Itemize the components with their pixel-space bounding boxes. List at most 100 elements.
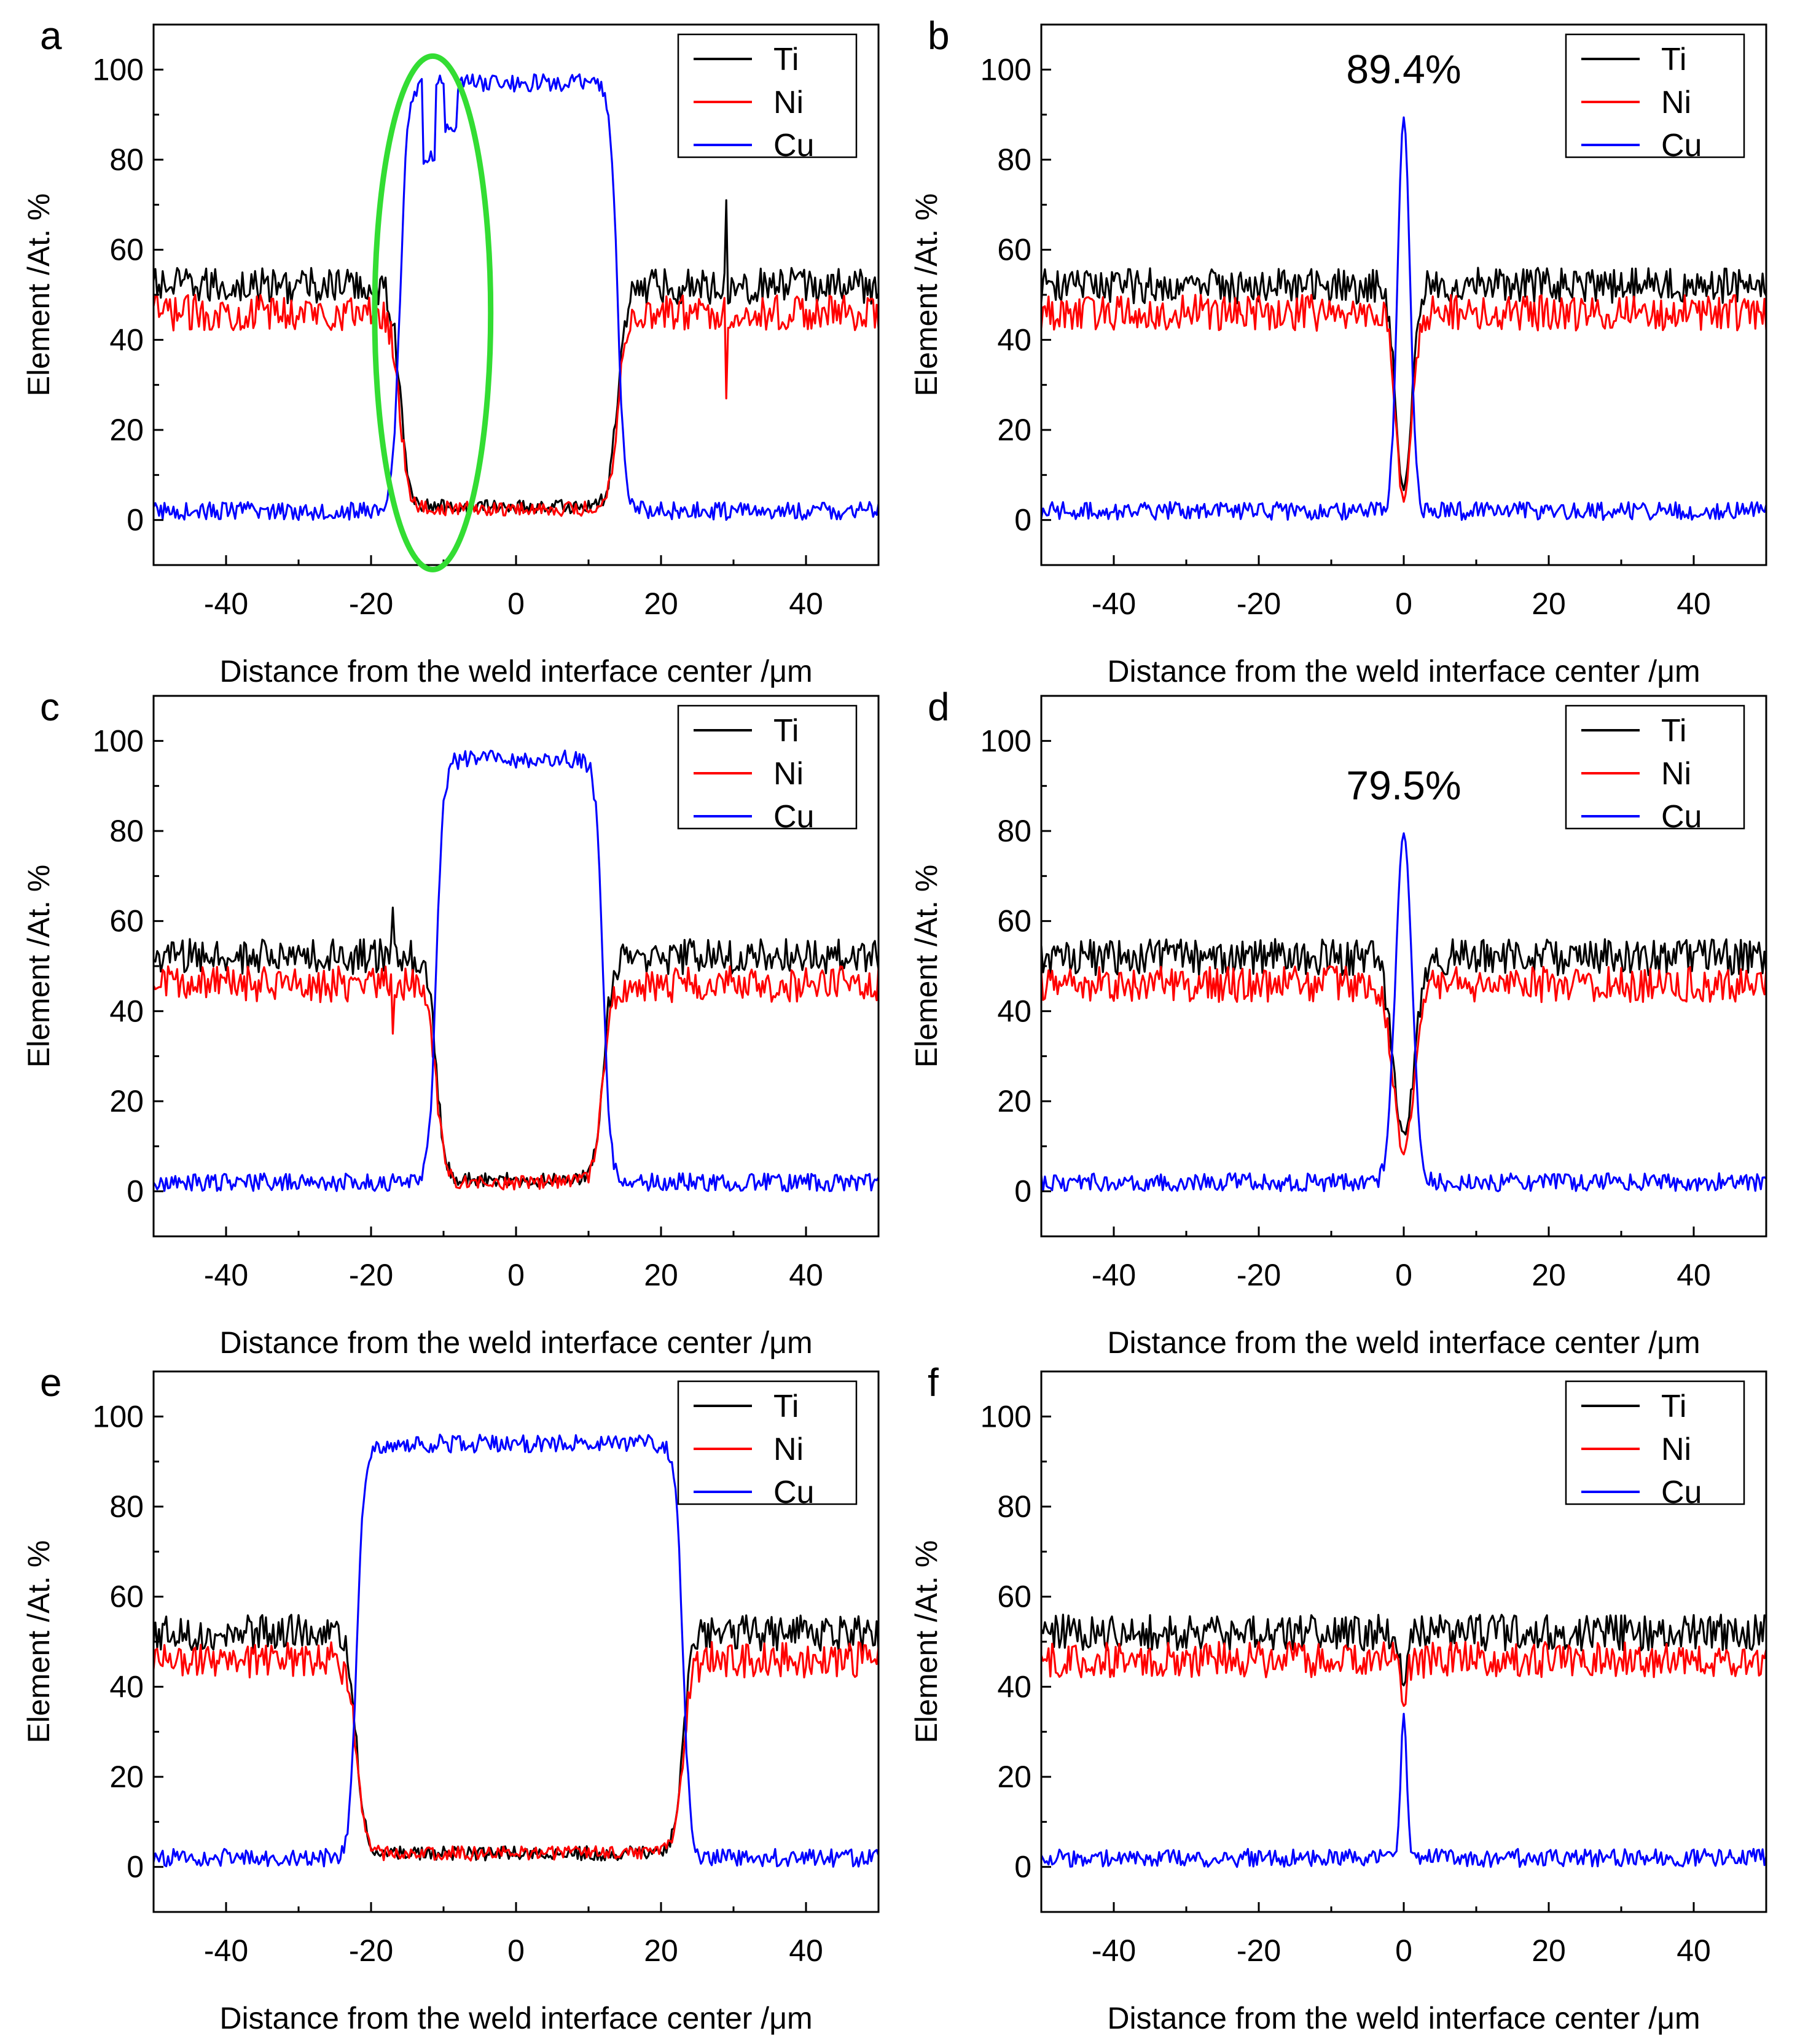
legend-label-cu: Cu <box>1661 128 1702 163</box>
x-tick-label: -20 <box>349 1258 393 1292</box>
y-tick-label: 0 <box>1014 1174 1031 1209</box>
y-tick-label: 40 <box>997 322 1031 357</box>
legend-label-ni: Ni <box>1661 85 1691 120</box>
y-tick-label: 0 <box>127 1174 144 1209</box>
panel-label: c <box>40 685 60 729</box>
highlight-ellipse <box>372 53 494 572</box>
y-axis-title: Element /At. % <box>22 193 56 397</box>
series-line-cu-b <box>1041 116 1766 521</box>
y-tick-label: 40 <box>109 994 144 1028</box>
y-tick-label: 80 <box>109 814 144 848</box>
y-axis-title: Element /At. % <box>909 865 944 1068</box>
chart-panel-f: 0 20 40 60 80 100 -40 -20 0 20 40 Distance from the… <box>909 1360 1767 2035</box>
legend-box <box>677 704 858 830</box>
legend-label-ni: Ni <box>773 1432 804 1467</box>
y-tick-label: 100 <box>93 52 144 87</box>
y-axis-title: Element /At. % <box>909 1540 944 1744</box>
series-line-ti-e <box>154 1613 878 1862</box>
legend-label-ti: Ti <box>773 713 799 749</box>
y-tick-label: 60 <box>997 904 1031 938</box>
x-tick-label: -40 <box>1092 1258 1136 1292</box>
y-tick-label: 60 <box>997 233 1031 267</box>
y-tick-label: 20 <box>109 1760 144 1794</box>
y-axis-title: Element /At. % <box>22 1540 56 1744</box>
x-tick-label: 20 <box>1532 587 1566 621</box>
legend-label-cu: Cu <box>773 128 814 163</box>
series-line-ni-f <box>1041 1640 1766 1707</box>
y-tick-label: 80 <box>997 814 1031 848</box>
x-tick-label: 0 <box>1395 587 1412 621</box>
chart-panel-b: 0 20 40 60 80 100 -40 -20 0 20 40 Distance from the… <box>909 14 1767 688</box>
y-tick-label: 100 <box>980 52 1031 87</box>
x-axis-title: Distance from the weld interface center … <box>219 2001 812 2035</box>
legend-box <box>677 33 858 158</box>
peak-annotation: 89.4% <box>1346 46 1461 92</box>
y-tick-label: 40 <box>997 1669 1031 1704</box>
x-tick-label: -20 <box>349 1933 393 1968</box>
x-tick-label: 20 <box>644 1258 678 1292</box>
y-tick-label: 100 <box>980 1399 1031 1434</box>
series-line-cu-c <box>154 749 878 1193</box>
panel-label: b <box>928 14 950 58</box>
x-tick-label: 40 <box>1677 1258 1711 1292</box>
legend-label-ti: Ti <box>1661 42 1686 77</box>
y-axis-title: Element /At. % <box>909 193 944 397</box>
x-tick-label: -20 <box>1237 587 1281 621</box>
y-tick-label: 0 <box>1014 1850 1031 1884</box>
x-tick-label: 20 <box>644 587 678 621</box>
legend-label-ti: Ti <box>773 1389 799 1424</box>
series-line-ti-d <box>1041 938 1766 1136</box>
legend-label-cu: Cu <box>1661 799 1702 835</box>
x-tick-label: 0 <box>1395 1933 1412 1968</box>
x-tick-label: 40 <box>789 1258 823 1292</box>
chart-panel-c: 0 20 40 60 80 100 -40 -20 0 20 40 Distance from the… <box>22 685 880 1360</box>
y-tick-label: 20 <box>997 1084 1031 1118</box>
x-tick-label: -40 <box>1092 587 1136 621</box>
x-tick-label: 20 <box>1532 1258 1566 1292</box>
y-tick-label: 40 <box>997 994 1031 1028</box>
y-tick-label: 80 <box>997 1489 1031 1524</box>
x-tick-label: 20 <box>644 1933 678 1968</box>
y-tick-label: 20 <box>997 413 1031 447</box>
y-tick-label: 100 <box>980 724 1031 758</box>
x-axis-title: Distance from the weld interface center … <box>1107 654 1700 688</box>
legend-box <box>1565 33 1745 158</box>
y-axis-title: Element /At. % <box>22 865 56 1068</box>
x-tick-label: -40 <box>204 587 248 621</box>
legend-box <box>677 1380 858 1505</box>
y-tick-label: 20 <box>109 1084 144 1118</box>
legend-box <box>1565 704 1745 830</box>
series-line-cu-f <box>1041 1712 1766 1868</box>
panel-label: f <box>928 1360 939 1405</box>
x-tick-label: 40 <box>1677 587 1711 621</box>
x-tick-label: 0 <box>507 1933 525 1968</box>
legend-label-cu: Cu <box>773 799 814 835</box>
y-tick-label: 20 <box>997 1760 1031 1794</box>
legend-label-cu: Cu <box>1661 1475 1702 1510</box>
legend-label-ni: Ni <box>773 85 804 120</box>
legend-label-ti: Ti <box>1661 1389 1686 1424</box>
x-tick-label: 0 <box>507 587 525 621</box>
series-line-ni-c <box>154 965 878 1191</box>
x-axis-title: Distance from the weld interface center … <box>1107 2001 1700 2035</box>
y-tick-label: 40 <box>109 1669 144 1704</box>
series-line-ni-e <box>154 1641 878 1862</box>
x-axis-title: Distance from the weld interface center … <box>219 1325 812 1360</box>
peak-annotation: 79.5% <box>1346 763 1461 808</box>
y-tick-label: 60 <box>109 1580 144 1614</box>
series-line-ti-b <box>1041 267 1766 491</box>
y-tick-label: 100 <box>93 1399 144 1434</box>
series-line-ti-f <box>1041 1613 1766 1687</box>
x-tick-label: 40 <box>789 587 823 621</box>
x-tick-label: 0 <box>1395 1258 1412 1292</box>
legend-label-cu: Cu <box>773 1475 814 1510</box>
y-tick-label: 0 <box>127 503 144 537</box>
y-tick-label: 80 <box>997 142 1031 177</box>
series-line-cu-a <box>154 73 878 521</box>
legend-label-ni: Ni <box>773 756 804 792</box>
y-tick-label: 40 <box>109 322 144 357</box>
chart-panel-e: 0 20 40 60 80 100 -40 -20 0 20 40 Distance from the… <box>22 1360 880 2035</box>
y-tick-label: 80 <box>109 1489 144 1524</box>
legend-label-ti: Ti <box>1661 713 1686 749</box>
